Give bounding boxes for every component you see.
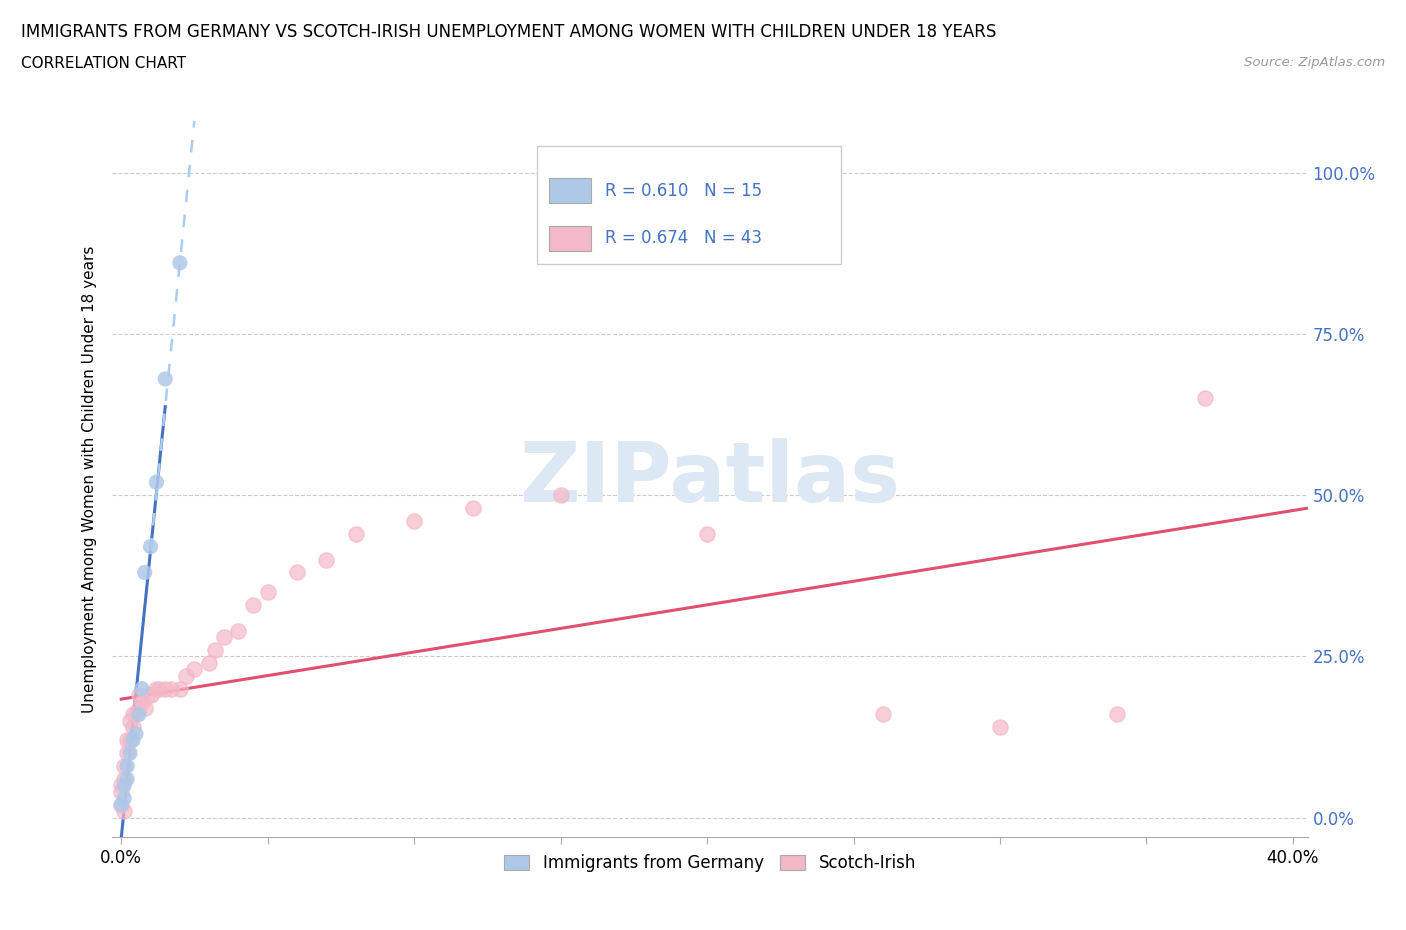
Point — [160, 681, 183, 696]
Point — [1107, 707, 1129, 722]
Point — [256, 584, 278, 599]
Point — [115, 759, 138, 774]
Point — [120, 713, 141, 728]
Point — [112, 790, 135, 805]
Point — [128, 700, 150, 715]
Point — [153, 371, 177, 386]
Point — [134, 700, 156, 715]
Point — [128, 707, 150, 722]
FancyBboxPatch shape — [537, 146, 842, 264]
Point — [153, 681, 177, 696]
Point — [169, 256, 191, 271]
Y-axis label: Unemployment Among Women with Children Under 18 years: Unemployment Among Women with Children U… — [82, 246, 97, 712]
Text: ZIPatlas: ZIPatlas — [520, 438, 900, 520]
Text: R = 0.674   N = 43: R = 0.674 N = 43 — [605, 229, 762, 247]
Point — [145, 681, 167, 696]
Point — [110, 778, 132, 793]
Point — [131, 694, 153, 709]
Bar — [548, 226, 591, 251]
Point — [110, 784, 132, 799]
Point — [242, 597, 264, 612]
Point — [112, 804, 135, 818]
Point — [183, 662, 205, 677]
Point — [169, 681, 191, 696]
Point — [125, 726, 148, 741]
Point — [204, 643, 226, 658]
Point — [131, 681, 153, 696]
Point — [110, 797, 132, 812]
Text: CORRELATION CHART: CORRELATION CHART — [21, 56, 186, 71]
Text: R = 0.610   N = 15: R = 0.610 N = 15 — [605, 182, 762, 200]
Point — [148, 681, 170, 696]
Point — [988, 720, 1011, 735]
Point — [696, 526, 718, 541]
Point — [139, 687, 162, 702]
Bar — [548, 179, 591, 204]
Point — [872, 707, 894, 722]
Point — [112, 778, 135, 793]
Point — [136, 687, 159, 702]
Point — [228, 623, 250, 638]
Point — [344, 526, 367, 541]
Point — [198, 656, 221, 671]
Point — [145, 474, 167, 489]
Point — [125, 707, 148, 722]
Point — [112, 772, 135, 787]
Text: IMMIGRANTS FROM GERMANY VS SCOTCH-IRISH UNEMPLOYMENT AMONG WOMEN WITH CHILDREN U: IMMIGRANTS FROM GERMANY VS SCOTCH-IRISH … — [21, 23, 997, 41]
Point — [115, 733, 138, 748]
Point — [112, 759, 135, 774]
Point — [120, 733, 141, 748]
Point — [115, 746, 138, 761]
Point — [404, 513, 426, 528]
Point — [315, 552, 337, 567]
Point — [120, 746, 141, 761]
Text: Source: ZipAtlas.com: Source: ZipAtlas.com — [1244, 56, 1385, 69]
Point — [134, 565, 156, 580]
Point — [212, 630, 235, 644]
Point — [128, 687, 150, 702]
Point — [461, 500, 484, 515]
Point — [174, 669, 197, 684]
Point — [122, 707, 145, 722]
Point — [122, 733, 145, 748]
Point — [139, 539, 162, 554]
Point — [115, 772, 138, 787]
Point — [122, 720, 145, 735]
Point — [110, 797, 132, 812]
Point — [550, 487, 572, 502]
Point — [285, 565, 308, 580]
Point — [1194, 391, 1216, 405]
Legend: Immigrants from Germany, Scotch-Irish: Immigrants from Germany, Scotch-Irish — [498, 847, 922, 879]
